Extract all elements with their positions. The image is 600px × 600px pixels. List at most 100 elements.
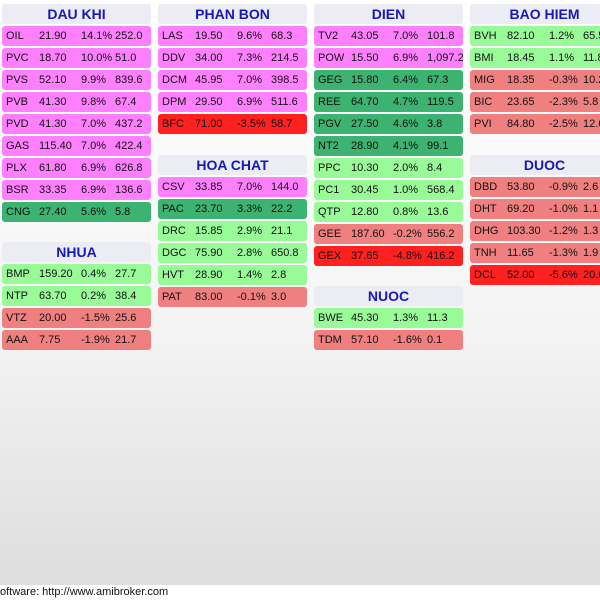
- stock-change: 4.7%: [393, 96, 419, 108]
- stock-row[interactable]: DBD 53.80 -0.9% 2.6: [470, 177, 600, 197]
- stock-volume: 416.2: [427, 250, 455, 262]
- stock-volume: 2.6: [583, 181, 599, 193]
- stock-symbol: BWE: [318, 312, 344, 324]
- sector-header: NHUA: [2, 242, 151, 262]
- stock-row[interactable]: DDV 34.00 7.3% 214.5: [158, 48, 307, 68]
- stock-volume: 5.8: [115, 206, 131, 218]
- stock-change: 1.1%: [549, 52, 575, 64]
- stock-row[interactable]: TDM 57.10 -1.6% 0.1: [314, 330, 463, 350]
- stock-row[interactable]: NTP 63.70 0.2% 38.4: [2, 286, 151, 306]
- stock-change: -1.5%: [81, 312, 110, 324]
- stock-row[interactable]: BMI 18.45 1.1% 11.8: [470, 48, 600, 68]
- stock-row[interactable]: CNG 27.40 5.6% 5.8: [2, 202, 151, 222]
- stock-volume: 38.4: [115, 290, 137, 302]
- stock-row[interactable]: BVH 82.10 1.2% 65.5: [470, 26, 600, 46]
- stock-price: 84.80: [507, 118, 535, 130]
- stock-row[interactable]: BSR 33.35 6.9% 136.6: [2, 180, 151, 200]
- stock-symbol: DPM: [162, 96, 187, 108]
- stock-symbol: MIG: [474, 74, 495, 86]
- stock-row[interactable]: TNH 11.65 -1.3% 1.9: [470, 243, 600, 263]
- stock-symbol: PVD: [6, 118, 29, 130]
- stock-volume: 511.6: [271, 96, 298, 108]
- stock-volume: 101.8: [427, 30, 455, 42]
- stock-price: 20.00: [39, 312, 67, 324]
- stock-change: 7.0%: [237, 181, 263, 193]
- stock-symbol: BIC: [474, 96, 493, 108]
- stock-symbol: PAC: [162, 203, 184, 215]
- stock-row[interactable]: DPM 29.50 6.9% 511.6: [158, 92, 307, 112]
- stock-row[interactable]: AAA 7.75 -1.9% 21.7: [2, 330, 151, 350]
- stock-volume: 25.6: [115, 312, 137, 324]
- stock-row[interactable]: DGC 75.90 2.8% 650.8: [158, 243, 307, 263]
- stock-row[interactable]: PVI 84.80 -2.5% 12.6: [470, 114, 600, 134]
- stock-row[interactable]: PAC 23.70 3.3% 22.2: [158, 199, 307, 219]
- stock-symbol: PC1: [318, 184, 340, 196]
- stock-row[interactable]: NT2 28.90 4.1% 99.1: [314, 136, 463, 156]
- stock-row[interactable]: GAS 115.40 7.0% 422.4: [2, 136, 151, 156]
- stock-price: 34.00: [195, 52, 223, 64]
- stock-row[interactable]: DHG 103.30 -1.2% 1.3: [470, 221, 600, 241]
- stock-price: 7.75: [39, 334, 61, 346]
- stock-row[interactable]: PVS 52.10 9.9% 839.6: [2, 70, 151, 90]
- stock-row[interactable]: PC1 30.45 1.0% 568.4: [314, 180, 463, 200]
- stock-symbol: NTP: [6, 290, 28, 302]
- stock-symbol: REE: [318, 96, 341, 108]
- stock-row[interactable]: PLX 61.80 6.9% 626.8: [2, 158, 151, 178]
- stock-symbol: TV2: [318, 30, 339, 42]
- sector-header: DIEN: [314, 4, 463, 24]
- stock-volume: 136.6: [115, 184, 143, 196]
- stock-symbol: PVS: [6, 74, 29, 86]
- stock-row[interactable]: CSV 33.85 7.0% 144.0: [158, 177, 307, 197]
- stock-row[interactable]: PAT 83.00 -0.1% 3.0: [158, 287, 307, 307]
- stock-row[interactable]: DCM 45.95 7.0% 398.5: [158, 70, 307, 90]
- stock-row[interactable]: DHT 69.20 -1.0% 1.1: [470, 199, 600, 219]
- stock-volume: 27.7: [115, 268, 137, 280]
- stock-row[interactable]: BIC 23.65 -2.3% 5.8: [470, 92, 600, 112]
- stock-row[interactable]: TV2 43.05 7.0% 101.8: [314, 26, 463, 46]
- stock-price: 18.35: [507, 74, 535, 86]
- stock-volume: 252.0: [115, 30, 143, 42]
- stock-volume: 13.6: [427, 206, 449, 218]
- stock-row[interactable]: HVT 28.90 1.4% 2.8: [158, 265, 307, 285]
- stock-change: 1.3%: [393, 312, 419, 324]
- stock-row[interactable]: PPC 10.30 2.0% 8.4: [314, 158, 463, 178]
- stock-change: -1.2%: [549, 225, 578, 237]
- stock-volume: 1,097.2: [427, 52, 463, 64]
- stock-row[interactable]: VTZ 20.00 -1.5% 25.6: [2, 308, 151, 328]
- stock-row[interactable]: DRC 15.85 2.9% 21.1: [158, 221, 307, 241]
- stock-row[interactable]: REE 64.70 4.7% 119.5: [314, 92, 463, 112]
- stock-price: 41.30: [39, 118, 67, 130]
- stock-change: 7.0%: [393, 30, 419, 42]
- stock-row[interactable]: OIL 21.90 14.1% 252.0: [2, 26, 151, 46]
- stock-row[interactable]: PVB 41.30 9.8% 67.4: [2, 92, 151, 112]
- stock-row[interactable]: PVD 41.30 7.0% 437.2: [2, 114, 151, 134]
- stock-row[interactable]: BWE 45.30 1.3% 11.3: [314, 308, 463, 328]
- stock-row[interactable]: POW 15.50 6.9% 1,097.2: [314, 48, 463, 68]
- stock-change: 3.3%: [237, 203, 263, 215]
- stock-row[interactable]: LAS 19.50 9.6% 68.3: [158, 26, 307, 46]
- stock-row[interactable]: BFC 71.00 -3.5% 58.7: [158, 114, 307, 134]
- stock-change: 7.3%: [237, 52, 263, 64]
- stock-volume: 2.8: [271, 269, 287, 281]
- stock-change: 6.4%: [393, 74, 419, 86]
- stock-row[interactable]: DCL 52.00 -5.6% 20.6: [470, 265, 600, 285]
- stock-row[interactable]: GEE 187.60 -0.2% 556.2: [314, 224, 463, 244]
- stock-row[interactable]: BMP 159.20 0.4% 27.7: [2, 264, 151, 284]
- stock-symbol: GEX: [318, 250, 342, 262]
- stock-change: -1.3%: [549, 247, 578, 259]
- stock-row[interactable]: PVC 18.70 10.0% 51.0: [2, 48, 151, 68]
- stock-row[interactable]: GEX 37.65 -4.8% 416.2: [314, 246, 463, 266]
- stock-symbol: GEG: [318, 74, 343, 86]
- stock-symbol: DCM: [162, 74, 188, 86]
- stock-symbol: PPC: [318, 162, 341, 174]
- stock-volume: 650.8: [271, 247, 299, 259]
- stock-row[interactable]: MIG 18.35 -0.3% 10.2: [470, 70, 600, 90]
- stock-row[interactable]: GEG 15.80 6.4% 67.3: [314, 70, 463, 90]
- footer-text: oftware: http://www.amibroker.com: [0, 586, 169, 598]
- stock-change: -2.5%: [549, 118, 578, 130]
- stock-row[interactable]: QTP 12.80 0.8% 13.6: [314, 202, 463, 222]
- stock-price: 23.65: [507, 96, 535, 108]
- stock-symbol: PVC: [6, 52, 29, 64]
- stock-row[interactable]: PGV 27.50 4.6% 3.8: [314, 114, 463, 134]
- stock-change: 6.9%: [393, 52, 419, 64]
